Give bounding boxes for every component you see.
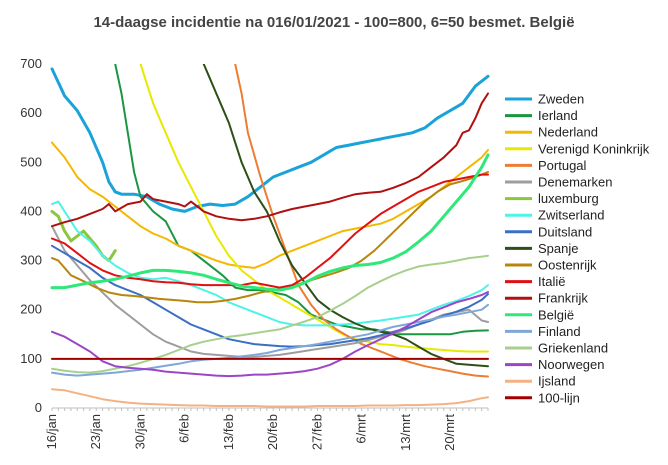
- y-tick-label: 500: [20, 154, 42, 169]
- legend-label-ijsland: Ijsland: [538, 374, 576, 389]
- series-line-belgi-: [50, 153, 490, 292]
- y-tick-label: 700: [20, 56, 42, 71]
- legend-label-itali-: Italië: [538, 274, 565, 289]
- series-line-nederland: [51, 141, 489, 269]
- series-line-ijsland: [51, 388, 489, 408]
- y-axis: 0 100 200 300 400 500 600 700: [20, 56, 42, 415]
- legend-label-noorwegen: Noorwegen: [538, 357, 605, 372]
- x-tick-label: 16/jan: [44, 414, 59, 449]
- legend-label-verenigd-koninkrijk: Verenigd Koninkrijk: [538, 141, 650, 156]
- series-line-oostenrijk: [51, 171, 489, 304]
- x-tick-label: 6/feb: [177, 414, 192, 443]
- series-line-zwitserland: [51, 200, 489, 327]
- legend-label-100-lijn: 100-lijn: [538, 390, 580, 405]
- legend-label-spanje: Spanje: [538, 241, 578, 256]
- x-tick-label: 23/jan: [88, 414, 103, 449]
- legend-label-zweden: Zweden: [538, 92, 584, 107]
- legend-label-zwitserland: Zwitserland: [538, 208, 604, 223]
- x-tick-label: 13/mrt: [398, 414, 413, 451]
- x-tick-label: 13/feb: [221, 414, 236, 450]
- x-tick-label: 20/feb: [265, 414, 280, 450]
- legend-label-luxemburg: luxemburg: [538, 191, 599, 206]
- series-line-ierland: [114, 64, 489, 336]
- legend-label-denemarken: Denemarken: [538, 175, 612, 190]
- chart-title: 14-daagse incidentie na 016/01/2021 - 10…: [93, 14, 574, 31]
- series-lines: [50, 64, 490, 408]
- y-tick-label: 200: [20, 302, 42, 317]
- series-line-noorwegen: [51, 291, 489, 378]
- series-line-frankrijk: [51, 92, 489, 228]
- x-tick-label: 6/mrt: [354, 414, 369, 444]
- y-tick-label: 0: [35, 400, 42, 415]
- series-line-finland: [51, 303, 489, 377]
- x-axis: 16/jan 23/jan 30/jan 6/feb 13/feb 20/feb 27/fe…: [44, 407, 489, 451]
- legend-label-belgi-: België: [538, 307, 574, 322]
- legend-label-ierland: Ierland: [538, 108, 578, 123]
- legend-label-frankrijk: Frankrijk: [538, 291, 588, 306]
- legend-label-griekenland: Griekenland: [538, 341, 608, 356]
- x-tick-label: 20/mrt: [442, 414, 457, 451]
- y-tick-label: 100: [20, 351, 42, 366]
- series-line-spanje: [202, 64, 489, 368]
- legend-label-duitsland: Duitsland: [538, 224, 592, 239]
- x-tick-label: 30/jan: [132, 414, 147, 449]
- y-tick-label: 600: [20, 105, 42, 120]
- series-line-zweden: [50, 67, 490, 213]
- series-line-duitsland: [51, 244, 489, 348]
- y-tick-label: 400: [20, 203, 42, 218]
- y-tick-label: 300: [20, 253, 42, 268]
- legend-label-finland: Finland: [538, 324, 581, 339]
- legend-label-nederland: Nederland: [538, 125, 598, 140]
- x-tick-label: 27/feb: [309, 414, 324, 450]
- legend-label-oostenrijk: Oostenrijk: [538, 258, 597, 273]
- legend-label-portugal: Portugal: [538, 158, 587, 173]
